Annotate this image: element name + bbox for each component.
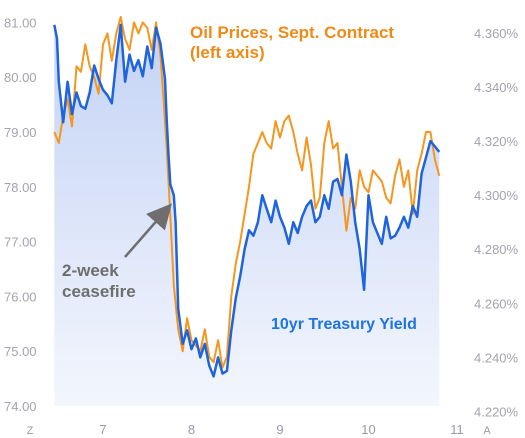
left-tick-label: 74.00 <box>4 399 37 414</box>
left-tick-label: 80.00 <box>4 70 37 85</box>
oil-annotation-line1: Oil Prices, Sept. Contract <box>190 23 394 42</box>
x-tick-label: 8 <box>188 422 195 437</box>
x-tick-label: A <box>483 425 491 437</box>
x-axis: Z789101112A <box>27 422 492 437</box>
right-tick-label: 4.260% <box>474 296 519 311</box>
right-axis: 4.220% 4.240% 4.260% 4.280% 4.300% 4.320% 4.34… <box>474 26 519 419</box>
x-tick-label: 9 <box>276 422 283 437</box>
right-tick-label: 4.360% <box>474 26 519 41</box>
right-tick-label: 4.220% <box>474 404 519 419</box>
x-tick-label: 10 <box>361 422 375 437</box>
left-tick-label: 78.00 <box>4 180 37 195</box>
right-tick-label: 4.240% <box>474 350 519 365</box>
yield-annotation: 10yr Treasury Yield <box>271 316 417 333</box>
right-tick-label: 4.340% <box>474 80 519 95</box>
x-tick-label: Z <box>27 425 34 437</box>
treasury-yield-line <box>53 23 441 378</box>
ceasefire-arrow <box>124 203 172 258</box>
left-tick-label: 75.00 <box>4 344 37 359</box>
oil-price-line <box>53 16 441 369</box>
oil-annotation-line2: (left axis) <box>190 43 265 62</box>
left-tick-label: 76.00 <box>4 289 37 304</box>
x-tick-label: 11 <box>450 422 464 437</box>
left-tick-label: 79.00 <box>4 125 37 140</box>
ceasefire-annotation-line1: 2-week <box>62 261 119 280</box>
right-tick-label: 4.300% <box>474 188 519 203</box>
right-tick-label: 4.280% <box>474 242 519 257</box>
x-tick-label: 7 <box>99 422 106 437</box>
ceasefire-annotation-line2: ceasefire <box>62 282 136 301</box>
right-tick-label: 4.320% <box>474 134 519 149</box>
left-tick-label: 81.00 <box>4 15 37 30</box>
yield-area-fill <box>54 24 440 407</box>
left-tick-label: 77.00 <box>4 235 37 250</box>
left-axis: 74.00 75.00 76.00 77.00 78.00 79.00 80.00 81.00 <box>4 15 37 414</box>
